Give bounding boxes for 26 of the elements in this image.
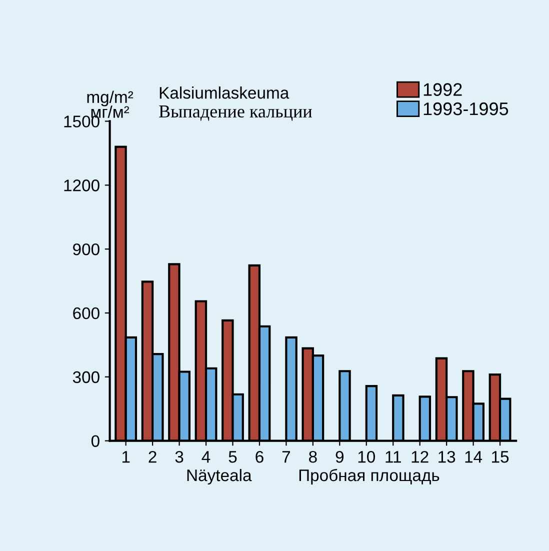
x-tick-label: 7 — [282, 451, 290, 463]
x-tick-label: 3 — [175, 450, 184, 463]
y-tick-label: 600 — [73, 307, 100, 320]
chart-title: Kalsiumlaskeuma — [160, 86, 290, 99]
x-tick-label: 8 — [309, 450, 317, 463]
x-tick-label: 9 — [336, 450, 344, 463]
x-axis-title: Näyteala Пробная площадь — [187, 468, 440, 485]
x-tick-label: 10 — [358, 450, 376, 463]
y-tick-label: 1200 — [64, 180, 100, 192]
x-tick-label: 6 — [256, 450, 264, 463]
x-tick-label: 14 — [465, 451, 482, 463]
y-tick-label: 1500 — [64, 116, 100, 128]
x-tick-label: 11 — [386, 451, 401, 463]
chart-subtitle: Выпадение кальции — [159, 106, 312, 121]
x-tick-label: 1 — [122, 451, 130, 463]
x-tick-label: 4 — [202, 451, 210, 463]
y-tick-label: 0 — [91, 435, 100, 448]
legend-label: 1993-1995 — [424, 102, 508, 116]
x-tick-label: 12 — [412, 450, 428, 463]
y-tick-label: 900 — [73, 243, 100, 256]
y-tick-label: 300 — [72, 371, 100, 384]
x-tick-label: 2 — [148, 450, 156, 463]
legend-label: 1992 — [424, 83, 462, 96]
x-tick-label: 13 — [438, 450, 456, 463]
x-tick-label: 15 — [492, 451, 509, 463]
x-tick-label: 5 — [228, 451, 237, 463]
